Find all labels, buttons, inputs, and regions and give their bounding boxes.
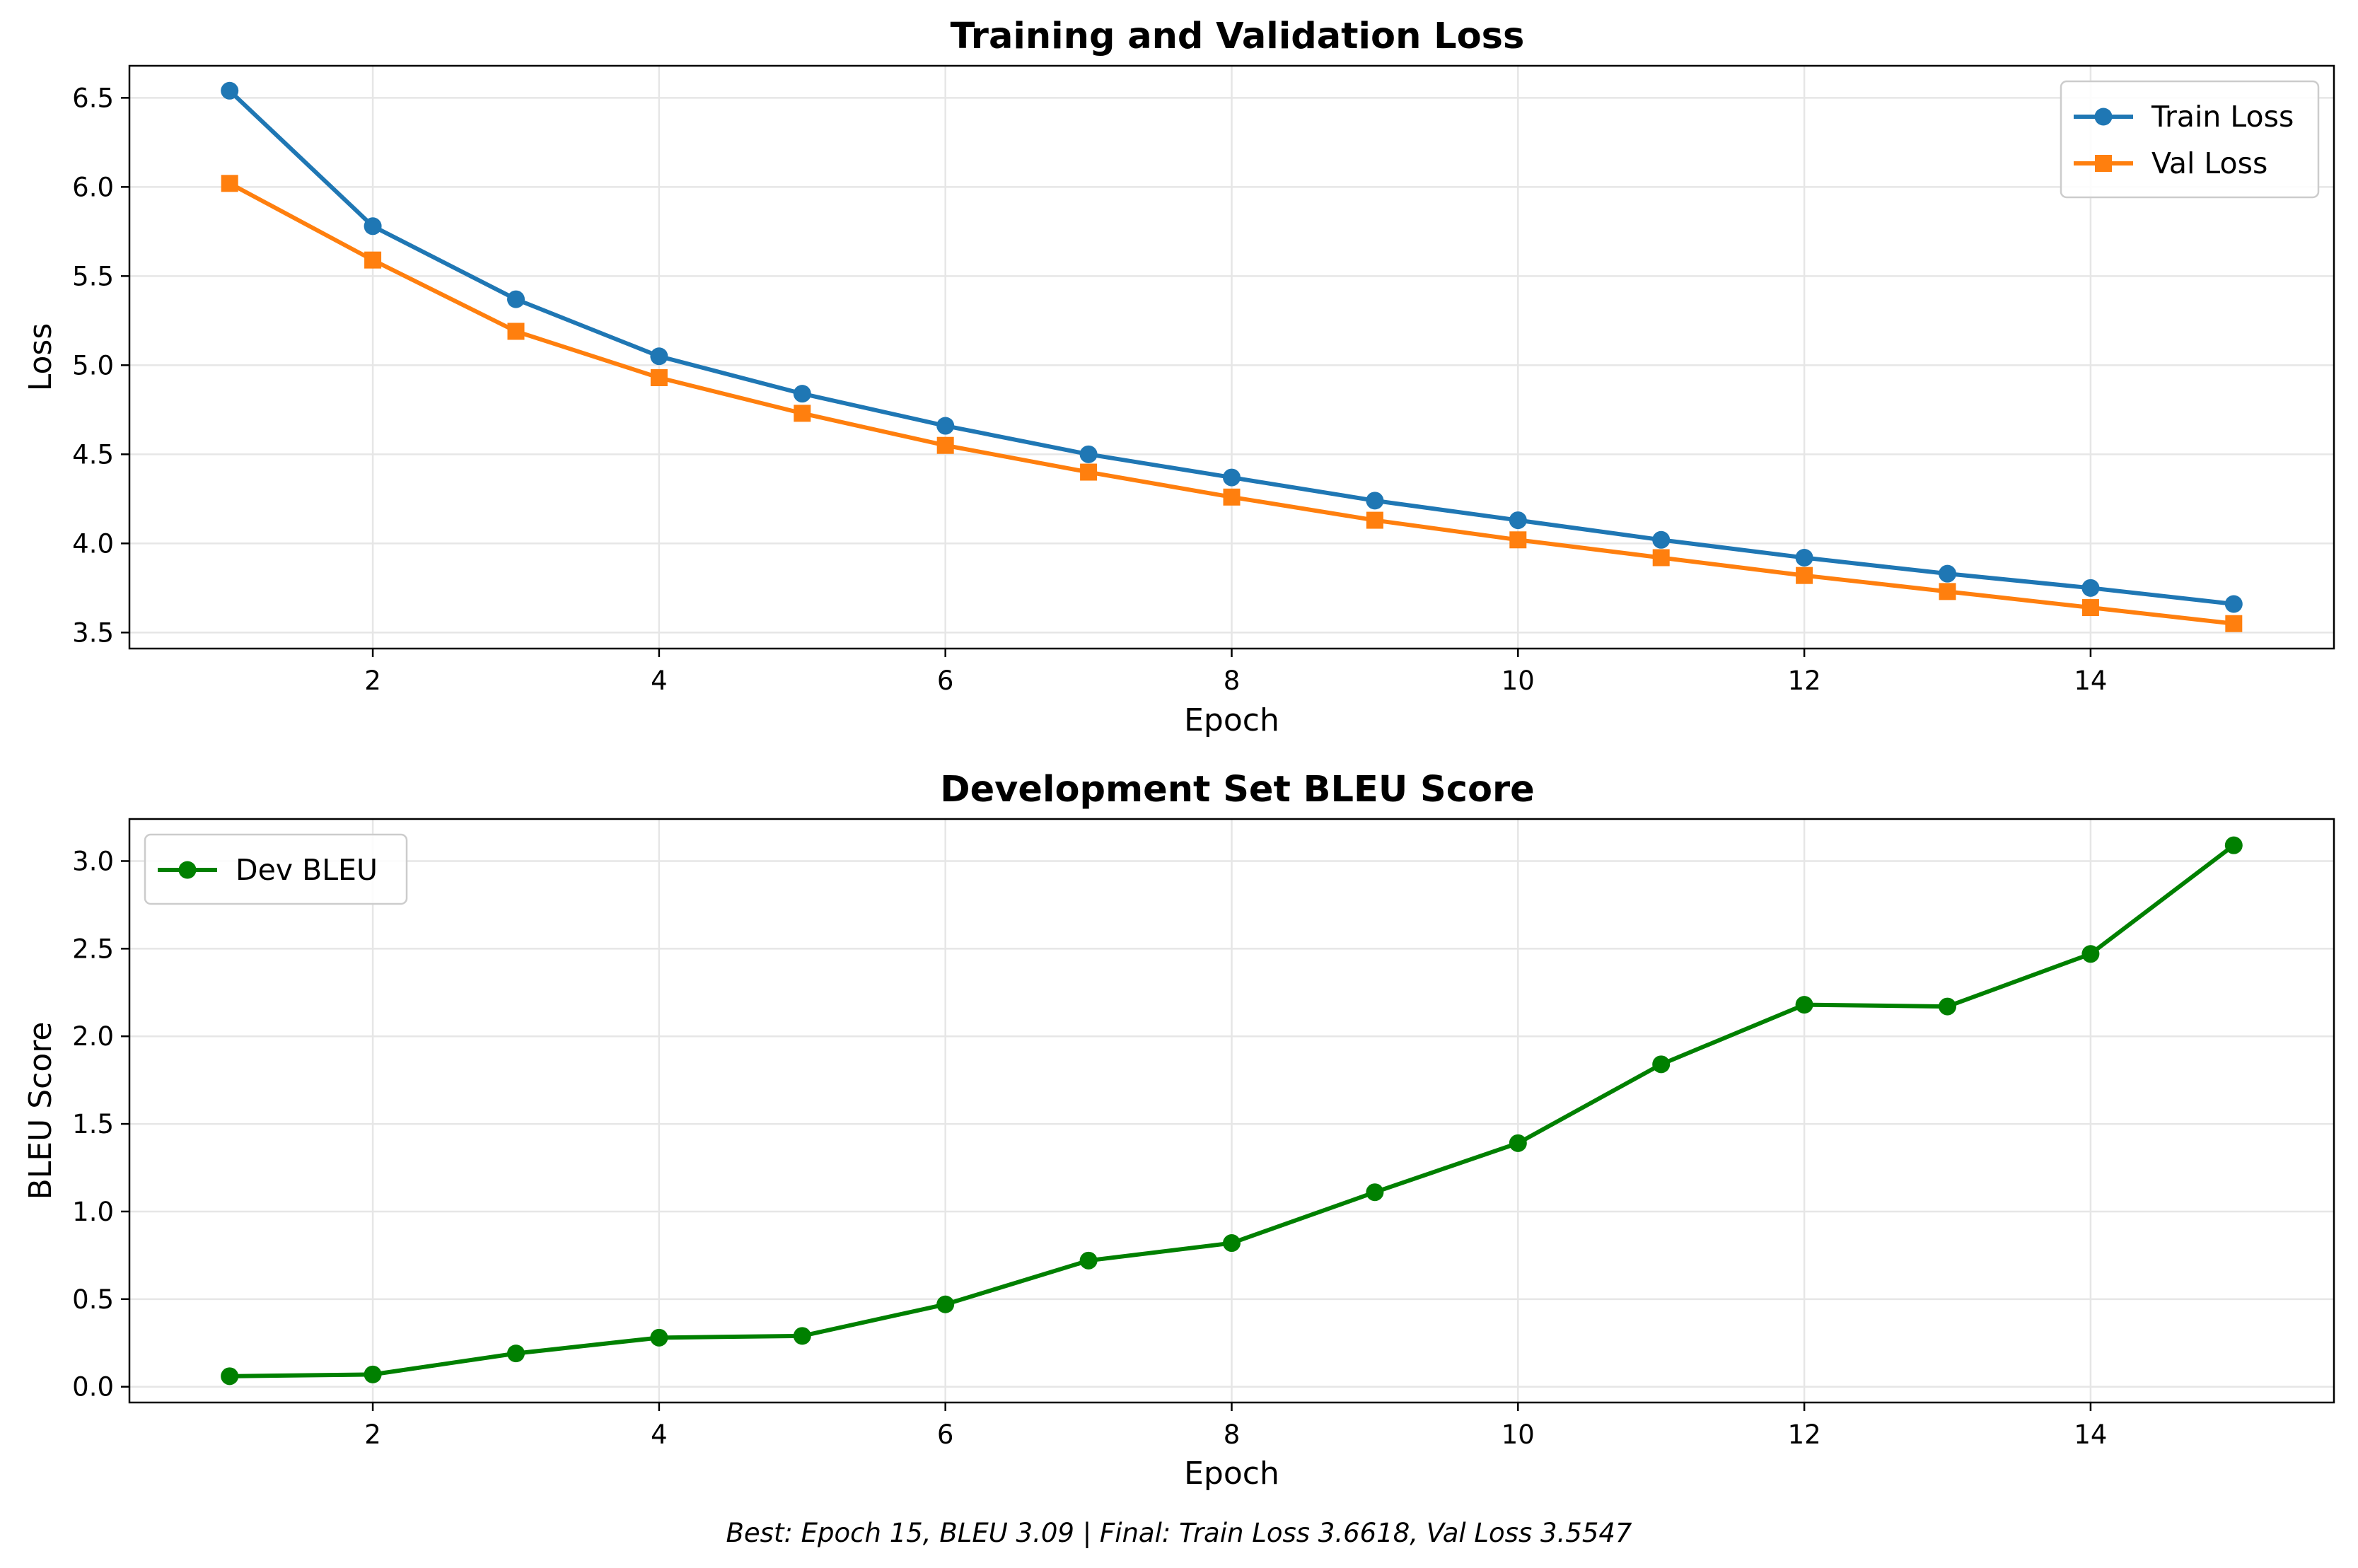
- y-tick-label: 4.5: [72, 439, 114, 470]
- data-point: [507, 323, 525, 340]
- x-axis-label: Epoch: [1184, 1456, 1279, 1492]
- data-point: [1939, 997, 1957, 1016]
- legend-label: Val Loss: [2151, 146, 2267, 180]
- y-tick-label: 2.5: [72, 934, 114, 964]
- legend-box: [2060, 80, 2320, 199]
- data-point: [221, 175, 238, 192]
- legend-marker: [178, 861, 197, 879]
- legend-label: Dev BLEU: [236, 853, 378, 887]
- x-tick-label: 8: [1224, 1419, 1241, 1450]
- data-point: [1223, 488, 1241, 506]
- x-tick-label: 2: [364, 1419, 381, 1450]
- y-tick-label: 5.5: [72, 261, 114, 291]
- chart-title: Training and Validation Loss: [951, 16, 1525, 57]
- data-point: [650, 347, 668, 366]
- data-point: [936, 417, 955, 435]
- data-point: [364, 251, 382, 269]
- data-point: [1939, 564, 1957, 583]
- data-point: [1509, 1134, 1527, 1152]
- y-tick-label: 3.0: [72, 846, 114, 876]
- x-tick-label: 8: [1224, 666, 1241, 696]
- bleu-chart: 2 4 6 8 10 12 14 0.0 0.5 1.0 1.5 2.0 2.5 3.0 Developme…: [23, 769, 2335, 1492]
- data-point: [2224, 836, 2243, 854]
- y-axis-label: BLEU Score: [23, 1022, 59, 1200]
- y-axis-label: Loss: [23, 323, 59, 392]
- data-point: [364, 217, 382, 236]
- plot-frame: [128, 64, 2335, 650]
- data-point: [2081, 579, 2100, 597]
- legend-label: Train Loss: [2151, 100, 2294, 134]
- data-point: [1509, 531, 1527, 549]
- data-point: [1652, 549, 1670, 567]
- data-point: [1652, 1055, 1671, 1074]
- footer-summary: Best: Epoch 15, BLEU 3.09 | Final: Train…: [726, 1518, 1632, 1548]
- y-tick-label: 5.0: [72, 350, 114, 381]
- data-point: [1796, 567, 1813, 584]
- x-tick-label: 14: [2074, 1419, 2107, 1450]
- y-tick-label: 4.0: [72, 528, 114, 559]
- data-point: [1795, 548, 1813, 567]
- data-point: [1795, 996, 1813, 1014]
- y-tick-label: 1.0: [72, 1197, 114, 1227]
- data-point: [1366, 1183, 1384, 1202]
- data-point: [1509, 511, 1527, 530]
- data-point: [1652, 530, 1671, 549]
- data-point: [364, 1365, 382, 1383]
- data-point: [2081, 599, 2099, 617]
- data-point: [936, 436, 954, 454]
- data-point: [793, 1327, 811, 1345]
- x-tick-label: 6: [937, 1419, 954, 1450]
- data-point: [793, 385, 811, 403]
- data-point: [1080, 463, 1098, 481]
- loss-chart: 2 4 6 8 10 12 14 3.5 4.0 4.5 5.0 5.5 6.0 6.5 Training …: [23, 16, 2335, 738]
- data-point: [1079, 1251, 1098, 1270]
- y-tick-label: 6.5: [72, 83, 114, 113]
- y-tick-label: 1.5: [72, 1109, 114, 1139]
- data-point: [794, 405, 811, 422]
- x-tick-label: 14: [2074, 666, 2107, 696]
- legend-marker: [2094, 108, 2113, 126]
- data-point: [506, 1345, 525, 1363]
- x-tick-label: 12: [1788, 666, 1821, 696]
- y-tick-label: 6.0: [72, 172, 114, 202]
- legend-marker: [2095, 155, 2112, 172]
- data-point: [2225, 615, 2243, 632]
- y-tick-label: 2.0: [72, 1021, 114, 1052]
- data-point: [1366, 511, 1383, 529]
- data-point: [1223, 468, 1241, 487]
- data-point: [221, 1367, 239, 1386]
- legend-box: [144, 833, 408, 905]
- x-tick-label: 4: [651, 1419, 668, 1450]
- x-tick-label: 6: [937, 666, 954, 696]
- data-point: [506, 290, 525, 308]
- x-tick-label: 12: [1788, 1419, 1821, 1450]
- chart-title: Development Set BLEU Score: [940, 769, 1535, 811]
- data-point: [650, 368, 668, 386]
- x-tick-label: 2: [364, 666, 381, 696]
- y-tick-label: 0.0: [72, 1372, 114, 1403]
- data-point: [2081, 945, 2100, 963]
- data-point: [1223, 1234, 1241, 1253]
- data-point: [650, 1328, 668, 1347]
- data-point: [936, 1295, 955, 1313]
- data-point: [1939, 583, 1956, 600]
- y-tick-label: 0.5: [72, 1284, 114, 1315]
- x-tick-label: 10: [1502, 666, 1535, 696]
- data-point: [1079, 445, 1098, 463]
- data-point: [1366, 492, 1384, 510]
- y-tick-label: 3.5: [72, 617, 114, 648]
- data-point: [221, 81, 239, 100]
- x-axis-label: Epoch: [1184, 702, 1279, 738]
- x-tick-label: 10: [1502, 1419, 1535, 1450]
- x-tick-label: 4: [651, 666, 668, 696]
- plot-frame: [128, 818, 2335, 1404]
- data-point: [2224, 595, 2243, 613]
